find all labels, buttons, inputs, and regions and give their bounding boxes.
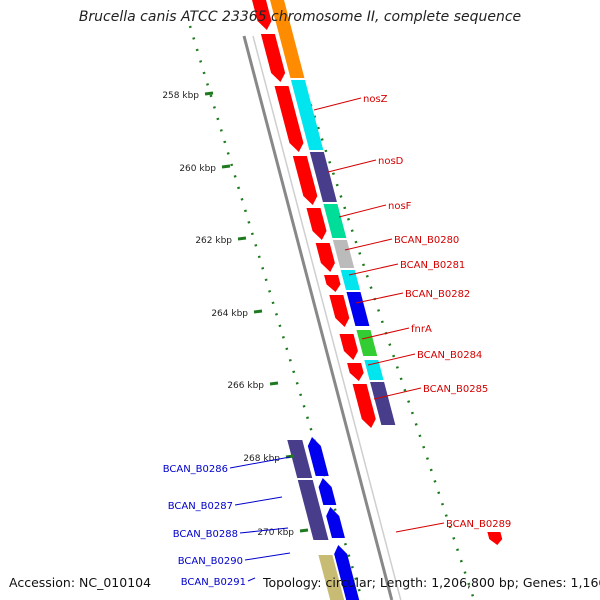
forward-gene-label-nosf: nosF — [388, 201, 412, 212]
forward-gene-leader — [327, 159, 377, 173]
scale-tick-label: 258 kbp — [162, 91, 199, 101]
cog-category-block — [332, 240, 355, 268]
forward-gene-leader — [313, 97, 362, 111]
cog-category-block — [340, 270, 360, 290]
reverse-gene-label-bcan_b0286: BCAN_B0286 — [163, 464, 228, 475]
sequence-summary: Topology: circular; Length: 1,206,800 bp… — [263, 575, 600, 590]
reverse-gene-label-bcan_b0287: BCAN_B0287 — [168, 501, 233, 512]
cog-category-block — [323, 204, 347, 238]
reverse-gene-leader — [247, 577, 256, 582]
cog-category-block — [370, 382, 396, 425]
backbone-line-outer — [242, 35, 394, 600]
forward-gene-leader — [395, 522, 445, 533]
reverse-gene-label-bcan_b0288: BCAN_B0288 — [173, 529, 238, 540]
cog-category-block — [356, 330, 378, 356]
reverse-gene-leader — [239, 527, 289, 534]
forward-gene-arrow — [252, 0, 272, 30]
forward-gene-label-bcan_b0289: BCAN_B0289 — [446, 519, 511, 530]
scale-tick-label: 270 kbp — [257, 528, 294, 538]
forward-gene-arrow — [292, 156, 318, 205]
cog-category-block — [346, 292, 370, 326]
scale-tick — [237, 236, 247, 241]
scale-tick — [204, 91, 214, 96]
cog-category-block — [290, 80, 324, 150]
forward-gene-leader — [344, 238, 393, 251]
forward-gene-arrow — [339, 334, 358, 360]
reverse-cog-block — [318, 555, 345, 600]
reverse-gene-leader — [229, 456, 291, 469]
accession-label: Accession: NC_010104 — [9, 575, 152, 590]
scale-tick — [269, 381, 279, 386]
forward-gene-label-bcan_b0285: BCAN_B0285 — [423, 384, 488, 395]
scale-tick-label: 268 kbp — [243, 454, 280, 464]
scale-tick-label: 264 kbp — [211, 309, 248, 319]
cog-category-block — [309, 152, 337, 202]
backbone-line-inner — [252, 35, 402, 600]
forward-gene-leader — [338, 204, 387, 218]
scale-tick-label: 266 kbp — [227, 381, 264, 391]
forward-gene-leader — [367, 353, 416, 366]
forward-gene-label-nosz: nosZ — [363, 94, 388, 105]
reverse-gene-arrow — [307, 437, 329, 476]
forward-gene-arrow — [352, 384, 376, 428]
forward-gene-arrow — [329, 295, 350, 327]
forward-gene-leader — [348, 263, 399, 276]
scale-tick — [285, 454, 295, 459]
reverse-gene-arrow — [318, 478, 337, 505]
reverse-cog-block — [297, 480, 329, 540]
forward-gene-label-bcan_b0280: BCAN_B0280 — [394, 235, 459, 246]
forward-gene-label-bcan_b0284: BCAN_B0284 — [417, 350, 482, 361]
forward-gene-arrow — [260, 34, 286, 82]
forward-gene-arrow — [274, 86, 304, 152]
forward-gene-label-bcan_b0282: BCAN_B0282 — [405, 289, 470, 300]
forward-gene-arrow — [315, 243, 335, 272]
scale-tick — [299, 528, 309, 533]
forward-gene-arrow — [324, 275, 341, 292]
reverse-gene-label-bcan_b0291: BCAN_B0291 — [181, 577, 246, 588]
scale-tick-label: 262 kbp — [195, 236, 232, 246]
forward-gene-label-nosd: nosD — [378, 156, 404, 167]
forward-gene-arrow — [306, 208, 327, 240]
cog-category-block — [270, 0, 305, 78]
scale-tick-label: 260 kbp — [179, 164, 216, 174]
cog-category-block — [364, 360, 384, 380]
reverse-gene-label-bcan_b0290: BCAN_B0290 — [178, 556, 243, 567]
map-title: Brucella canis ATCC 23365 chromosome II,… — [78, 9, 522, 25]
reverse-gene-leader — [244, 552, 291, 561]
reverse-gene-leader — [234, 496, 283, 506]
scale-tick — [221, 164, 231, 169]
forward-gene-label-bcan_b0281: BCAN_B0281 — [400, 260, 465, 271]
forward-gene-leader — [373, 387, 422, 400]
scale-tick — [253, 309, 263, 314]
forward-gene-leader — [361, 327, 410, 340]
reverse-gene-arrow — [326, 507, 345, 538]
forward-gene-label-fnra: fnrA — [411, 324, 432, 335]
reverse-gene-arrow — [334, 545, 360, 600]
forward-gene-leader — [355, 292, 404, 304]
forward-gene-arrow — [347, 363, 364, 381]
forward-gene-arrow — [487, 532, 503, 545]
reverse-cog-block — [287, 440, 313, 478]
